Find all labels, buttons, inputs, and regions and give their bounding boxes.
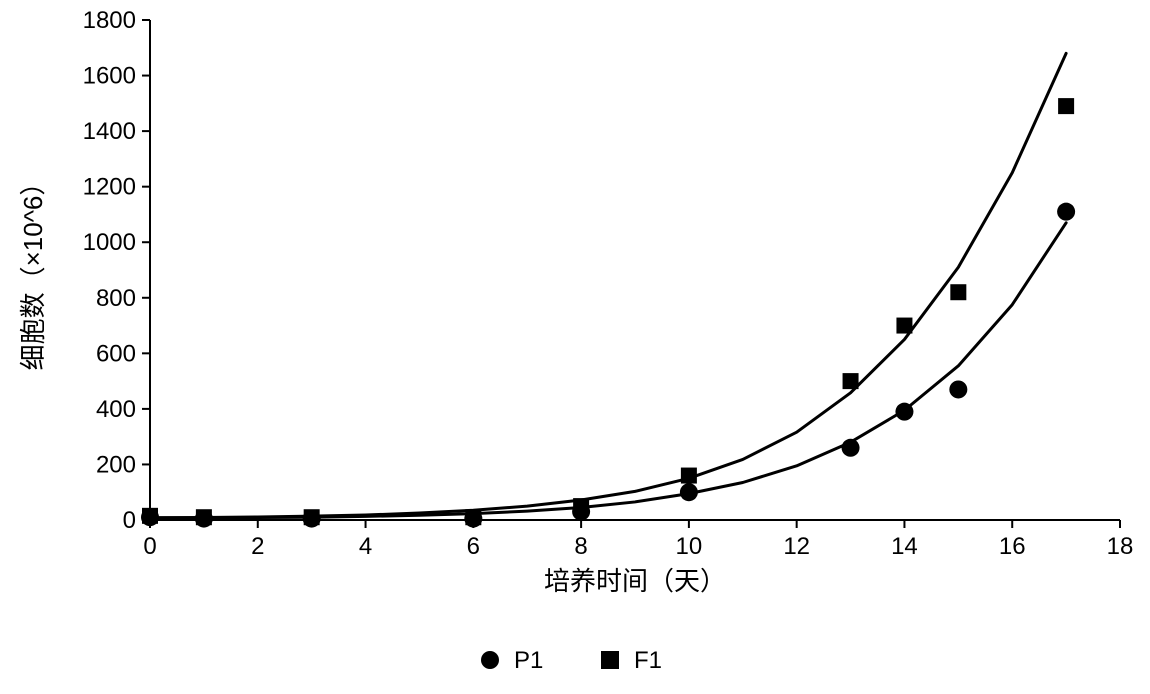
- marker-F1: [142, 508, 158, 524]
- marker-F1: [304, 509, 320, 525]
- y-tick-label: 200: [96, 451, 136, 478]
- y-tick-label: 1200: [83, 174, 136, 201]
- chart-container: 0 2 4 6 8 10 12 14 16 18 0 200 400 600 800 1000 1200 1400…: [0, 0, 1150, 694]
- legend-label-F1: F1: [634, 647, 662, 674]
- y-tick-label: 1800: [83, 7, 136, 34]
- marker-F1: [681, 468, 697, 484]
- y-tick-label: 800: [96, 285, 136, 312]
- legend-label-P1: P1: [514, 647, 543, 674]
- marker-P1: [842, 439, 860, 457]
- y-tick-label: 400: [96, 396, 136, 423]
- marker-F1: [196, 509, 212, 525]
- marker-F1: [573, 498, 589, 514]
- marker-F1: [896, 318, 912, 334]
- y-axis-title: 细胞数（×10^6）: [18, 170, 48, 371]
- y-tick-label: 1400: [83, 118, 136, 145]
- marker-P1: [680, 483, 698, 501]
- marker-P1: [1057, 203, 1075, 221]
- x-tick-label: 14: [891, 533, 918, 560]
- x-tick-label: 16: [999, 533, 1026, 560]
- marker-F1: [1058, 98, 1074, 114]
- marker-F1: [950, 284, 966, 300]
- x-axis-title: 培养时间（天）: [544, 566, 726, 596]
- y-tick-label: 600: [96, 340, 136, 367]
- x-tick-label: 2: [251, 533, 264, 560]
- x-tick-label: 12: [783, 533, 810, 560]
- x-tick-label: 10: [676, 533, 703, 560]
- y-tick-label: 1600: [83, 63, 136, 90]
- chart-svg: 0 2 4 6 8 10 12 14 16 18 0 200 400 600 800 1000 1200 1400…: [0, 0, 1150, 694]
- marker-F1: [843, 373, 859, 389]
- x-tick-label: 18: [1107, 533, 1134, 560]
- x-tick-label: 6: [467, 533, 480, 560]
- x-tick-label: 8: [574, 533, 587, 560]
- legend-marker-P1: [481, 651, 499, 669]
- x-tick-label: 4: [359, 533, 372, 560]
- legend-marker-F1: [601, 651, 619, 669]
- x-tick-label: 0: [143, 533, 156, 560]
- marker-P1: [949, 380, 967, 398]
- marker-F1: [465, 509, 481, 525]
- marker-P1: [895, 403, 913, 421]
- y-tick-label: 1000: [83, 229, 136, 256]
- y-tick-label: 0: [123, 507, 136, 534]
